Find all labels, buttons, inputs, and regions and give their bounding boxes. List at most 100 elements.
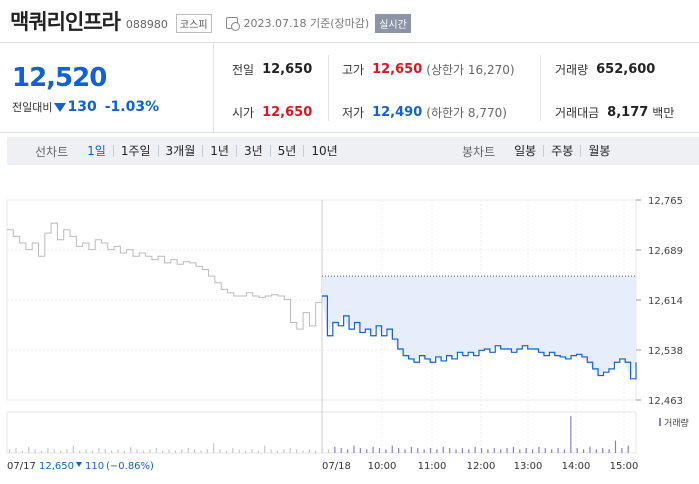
volume-bar — [206, 449, 208, 453]
volume-bar — [315, 450, 317, 453]
chart-legend: 거래량 — [659, 417, 689, 429]
volume-bar — [589, 446, 591, 453]
volume-bar — [378, 448, 381, 453]
prev-day-close: 12,650 — [39, 461, 74, 472]
volume-bar — [551, 449, 553, 453]
volume-bar — [289, 448, 291, 453]
x-tick-label: 14:00 — [562, 461, 591, 472]
volume-bar — [53, 449, 55, 453]
volume-bar — [582, 449, 585, 453]
price-chart[interactable]: 12,765 12,689 12,614 12,538 12,463 07/18 10:0… — [0, 180, 699, 480]
volume-bar — [455, 449, 457, 453]
x-tick-label: 13:00 — [514, 461, 543, 472]
volume-bar — [429, 448, 432, 453]
volume-bar — [91, 450, 94, 453]
chart-area — [322, 275, 636, 379]
tab-candle-monthly[interactable]: 월봉 — [588, 144, 611, 158]
tab-candle-daily[interactable]: 일봉 — [507, 145, 545, 157]
volume-bar — [506, 448, 508, 453]
volume-value: 652,600 — [596, 61, 656, 77]
tab-period-5y[interactable]: 5년 — [271, 145, 305, 157]
volume-bar — [117, 449, 119, 453]
volume-bar — [181, 449, 183, 453]
y-tick-label: 12,463 — [648, 396, 683, 407]
volume-legend-label: 거래량 — [664, 417, 689, 429]
volume-bar — [130, 446, 132, 453]
volume-bar — [308, 449, 310, 453]
open-cell: 시가 12,650 — [232, 101, 312, 123]
prev-close-label: 전일 — [232, 62, 255, 77]
stock-name: 맥쿼리인프라 — [10, 10, 121, 34]
volume-bar — [627, 445, 629, 453]
today-price-line — [322, 295, 637, 380]
tab-period-3y[interactable]: 3년 — [237, 145, 271, 157]
volume-bar — [142, 450, 145, 453]
tab-candle-weekly[interactable]: 주봉 — [544, 145, 582, 157]
volume-legend-swatch — [659, 418, 661, 426]
volume-bar — [187, 448, 189, 453]
volume-bar — [366, 449, 368, 453]
line-period-tabs: 1일 1주일 3개월 1년 3년 5년 10년 — [80, 145, 345, 157]
open-label: 시가 — [232, 105, 255, 120]
prev-day-pct: (−0.86%) — [106, 461, 154, 472]
volume-bar — [602, 448, 604, 453]
tab-period-1w[interactable]: 1주일 — [114, 145, 159, 157]
realtime-button[interactable]: 실시간 — [375, 13, 411, 33]
prev-day-line — [7, 222, 323, 330]
volume-bar — [385, 449, 387, 453]
x-tick-label: 11:00 — [418, 461, 447, 472]
volume-bar — [493, 448, 495, 453]
tab-period-10y[interactable]: 10년 — [311, 144, 338, 158]
volume-bar — [461, 448, 464, 453]
volume-bar — [15, 448, 17, 453]
volume-bar — [398, 448, 400, 453]
current-price-box: 12,520 전일대비 130 -1.03% — [0, 43, 214, 133]
volume-bar — [34, 449, 36, 453]
volume-bar — [404, 449, 406, 453]
volume-bar — [487, 449, 489, 453]
volume-bar — [168, 449, 170, 453]
volume-bar — [480, 448, 483, 453]
volume-bar — [238, 449, 240, 453]
amount-value: 8,177 — [607, 104, 649, 120]
change-row: 전일대비 130 -1.03% — [12, 99, 159, 115]
price-detail-grid: 전일 12,650 고가 12,650 (상한가 16,270) 거래량 652… — [214, 43, 699, 133]
volume-bars — [9, 416, 629, 453]
volume-bar — [72, 445, 74, 453]
x-tick-label: 07/18 — [322, 461, 351, 472]
tab-period-3m[interactable]: 3개월 — [159, 145, 204, 157]
volume-bar — [614, 440, 617, 453]
volume-bar — [149, 449, 151, 453]
volume-bar — [347, 449, 349, 453]
x-tick-label: 10:00 — [368, 461, 397, 472]
prev-day-down-icon — [76, 462, 82, 467]
volume-bar — [468, 449, 470, 453]
low-value: 12,490 — [372, 104, 423, 120]
volume-bar — [302, 450, 304, 453]
volume-bar — [327, 449, 330, 453]
volume-bar — [219, 449, 221, 453]
amount-label: 거래대금 — [555, 105, 600, 120]
prev-close-value: 12,650 — [262, 61, 313, 77]
change-value: 130 — [67, 99, 97, 115]
high-value: 12,650 — [372, 61, 423, 77]
tab-period-1y[interactable]: 1년 — [203, 145, 237, 157]
price-chart-svg[interactable]: 12,765 12,689 12,614 12,538 12,463 07/18 10:0… — [0, 180, 699, 480]
stock-header: 맥쿼리인프라 088980 코스피 2023.07.18 기준(장마감) 실시간 — [0, 0, 699, 42]
volume-bar — [525, 448, 527, 453]
divider — [328, 55, 329, 121]
volume-bar — [538, 446, 540, 453]
volume-bar — [85, 449, 87, 453]
volume-bar — [544, 448, 546, 453]
volume-bar — [28, 446, 30, 453]
tab-period-1d[interactable]: 1일 — [80, 145, 114, 157]
volume-bar — [270, 449, 272, 453]
volume-bar — [9, 449, 11, 453]
volume-bar — [251, 449, 253, 453]
high-label: 고가 — [342, 62, 365, 77]
date-text: 2023.07.18 기준(장마감) — [243, 17, 370, 30]
stock-code: 088980 — [125, 17, 168, 31]
current-price: 12,520 — [12, 63, 107, 93]
x-tick-label: 12:00 — [467, 461, 496, 472]
y-tick-label: 12,765 — [648, 196, 683, 207]
